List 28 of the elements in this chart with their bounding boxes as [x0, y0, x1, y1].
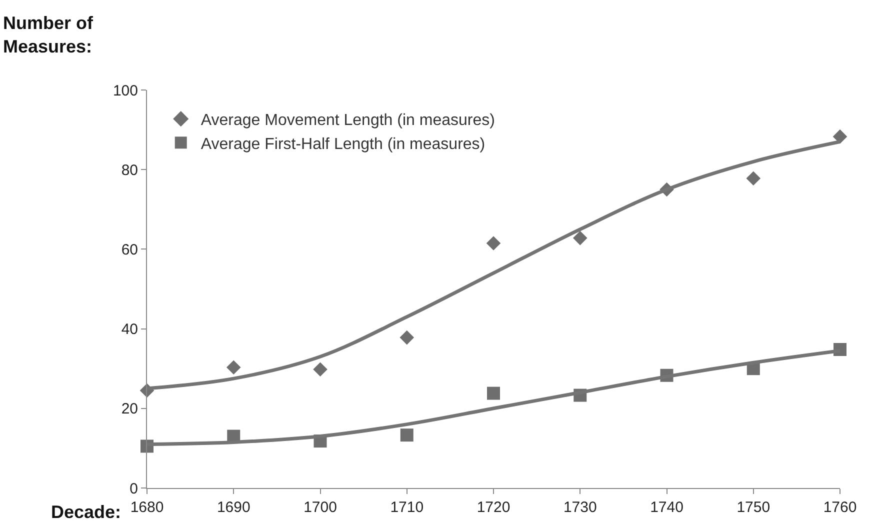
x-tick-label: 1710	[390, 499, 424, 516]
y-tick-label: 60	[121, 241, 138, 258]
point	[746, 171, 761, 186]
legend-label: Average First-Half Length (in measures)	[200, 136, 486, 153]
legend-label: Average Movement Length (in measures)	[200, 112, 495, 130]
y-tick-label: 100	[112, 82, 138, 100]
x-tick-label: 1740	[650, 499, 684, 516]
x-tick-label: 1730	[563, 499, 597, 516]
point	[832, 129, 848, 144]
x-tick-label: 1690	[216, 499, 250, 516]
y-axis-title: Number of Measures:	[3, 13, 94, 56]
y-tick-label: 20	[121, 400, 138, 418]
x-tick-label: 1680	[130, 499, 164, 516]
x-tick-label: 1700	[304, 499, 337, 516]
point	[400, 428, 414, 442]
point	[486, 236, 501, 250]
x-tick-label: 1760	[823, 499, 857, 516]
point	[400, 330, 414, 345]
x-tick-label: 1720	[476, 499, 510, 516]
y-tick-label: 40	[121, 321, 138, 338]
point	[572, 230, 588, 246]
y-tick-label: 80	[121, 162, 138, 179]
x-tick-label: 1750	[736, 499, 770, 516]
point	[313, 362, 328, 377]
x-axis-title: Decade:	[51, 502, 122, 522]
y-tick-label: 0	[130, 480, 138, 498]
point	[487, 386, 500, 400]
point	[226, 360, 241, 375]
